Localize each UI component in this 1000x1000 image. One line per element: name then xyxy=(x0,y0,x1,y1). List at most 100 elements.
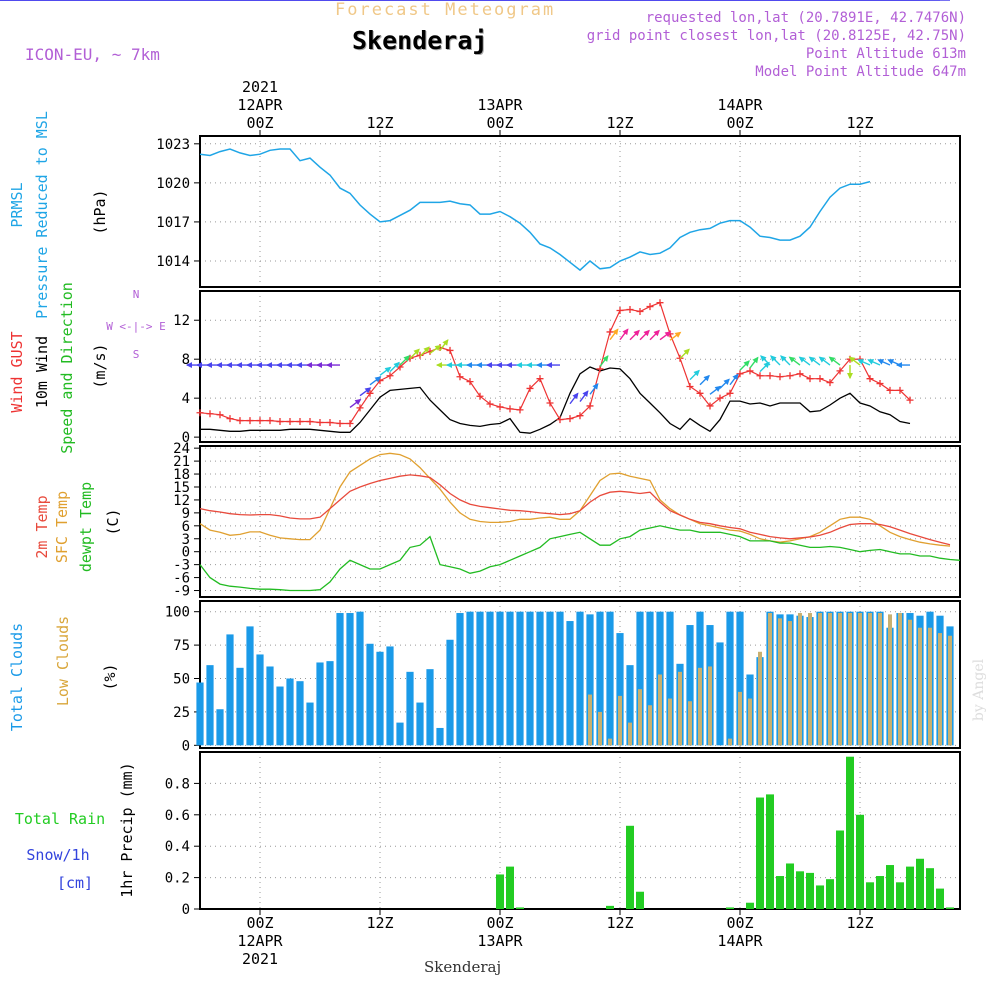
point-altitude: Point Altitude 613m xyxy=(805,46,966,62)
total-cloud-bar xyxy=(466,611,474,746)
wind-arrow-head xyxy=(612,328,619,336)
wind-arrow-head xyxy=(442,339,449,346)
cloud-unit: (%) xyxy=(101,663,119,690)
total-cloud-bar xyxy=(396,722,404,746)
total-cloud-bar xyxy=(666,611,674,746)
wind-arrow-head xyxy=(515,362,523,369)
gust-marker xyxy=(216,411,224,419)
wind-arrow-head xyxy=(780,355,787,362)
wind-arrow-head xyxy=(225,362,233,369)
low-cloud-bar xyxy=(668,698,672,746)
wind-arrow-head xyxy=(525,362,533,369)
wind-arrow-head xyxy=(354,398,362,405)
wind-arrow-head xyxy=(714,385,722,392)
total-cloud-label: Total Clouds xyxy=(8,623,26,731)
wind-arrow-head xyxy=(305,362,313,369)
model-label: ICON-EU, ~ 7km xyxy=(25,45,160,64)
total-cloud-bar xyxy=(646,611,654,746)
wind-arrow-head xyxy=(633,329,640,337)
gust-marker xyxy=(566,415,574,423)
ytick-label: 1020 xyxy=(156,176,190,192)
rain-bar xyxy=(756,797,764,909)
wind-arrow-head xyxy=(195,362,203,369)
total-cloud-bar xyxy=(566,621,574,746)
ytick-label: 0 xyxy=(182,738,190,754)
panel-frame xyxy=(199,600,961,749)
ytick-label: 0 xyxy=(182,430,190,446)
footer-location: Skenderaj xyxy=(424,958,502,976)
low-cloud-bar xyxy=(658,674,662,746)
ytick-label: 21 xyxy=(173,454,190,470)
wind-arrow-head xyxy=(653,329,660,337)
gust-marker xyxy=(556,416,564,424)
bottom-time-label: 12Z xyxy=(606,914,633,932)
ytick-label: 75 xyxy=(173,638,190,654)
wind-arrow-head xyxy=(664,331,672,338)
gust-marker xyxy=(446,346,454,354)
wind-arrow-head xyxy=(285,362,293,369)
top-time-label: 12APR xyxy=(237,96,283,114)
rain-bar xyxy=(846,756,854,909)
total-cloud-bar xyxy=(496,611,504,746)
gust-marker xyxy=(506,405,514,413)
gust-marker xyxy=(606,328,614,336)
wind-arrow-head xyxy=(847,373,853,380)
wind-arrow-head xyxy=(895,362,903,369)
gust-marker xyxy=(206,410,214,418)
rain-bar xyxy=(866,882,874,909)
rain-bar xyxy=(946,907,954,909)
wind-arrow-head xyxy=(245,362,253,369)
gust-marker xyxy=(596,365,604,373)
snow-label: Snow/1h xyxy=(26,846,89,864)
gridpoint-coords: grid point closest lon,lat (20.8125E, 42… xyxy=(586,28,966,44)
top-year-label: 2021 xyxy=(242,78,278,96)
rain-bar xyxy=(626,825,634,909)
low-cloud-bar xyxy=(748,698,752,746)
wind-arrow-head xyxy=(703,374,710,382)
gust-marker xyxy=(356,404,364,412)
low-cloud-bar xyxy=(938,633,942,746)
ytick-label: 1023 xyxy=(156,137,190,153)
gust-marker xyxy=(746,367,754,375)
total-cloud-bar xyxy=(616,633,624,746)
ytick-label: 9 xyxy=(182,506,190,522)
dewpt-label: dewpt Temp xyxy=(77,482,95,572)
wind-arrow-head xyxy=(752,356,759,364)
ytick-label: 12 xyxy=(173,493,190,509)
bottom-time-label: 14APR xyxy=(717,932,763,950)
gust-marker xyxy=(756,372,764,380)
wind-arrow-head xyxy=(403,355,410,362)
wind-arrow-head xyxy=(505,362,513,369)
rain-bar xyxy=(806,872,814,909)
temp2m-label: 2m Temp xyxy=(33,495,51,558)
low-cloud-bar xyxy=(848,613,852,746)
low-cloud-bar xyxy=(768,613,772,746)
product-title: Forecast Meteogram xyxy=(335,0,556,20)
gust-marker xyxy=(896,386,904,394)
low-cloud-bar xyxy=(838,613,842,746)
total-cloud-bar xyxy=(276,686,284,746)
total-cloud-bar xyxy=(476,611,484,746)
wind-arrow-head xyxy=(475,362,483,369)
ytick-label: 12 xyxy=(173,313,190,329)
total-cloud-bar xyxy=(516,611,524,746)
low-cloud-bar xyxy=(948,635,952,746)
gust-marker xyxy=(586,402,594,410)
wind-arrow-head xyxy=(485,362,493,369)
low-cloud-bar xyxy=(888,614,892,746)
gust-marker xyxy=(256,417,264,425)
gust-marker xyxy=(366,389,374,397)
total-cloud-bar xyxy=(206,665,214,746)
low-cloud-bar xyxy=(928,627,932,746)
gust-marker xyxy=(646,303,654,311)
pressure-line xyxy=(199,148,871,272)
wind-arrows xyxy=(0,0,950,408)
rain-bar xyxy=(746,902,754,909)
credit-label: by Angel xyxy=(971,658,987,721)
wind-arrow-head xyxy=(674,331,682,338)
precip-bars xyxy=(496,756,954,909)
total-cloud-bar xyxy=(236,667,244,746)
dewpt-line xyxy=(199,525,961,592)
gust-marker xyxy=(386,372,394,380)
ytick-label: 0.8 xyxy=(165,776,190,792)
